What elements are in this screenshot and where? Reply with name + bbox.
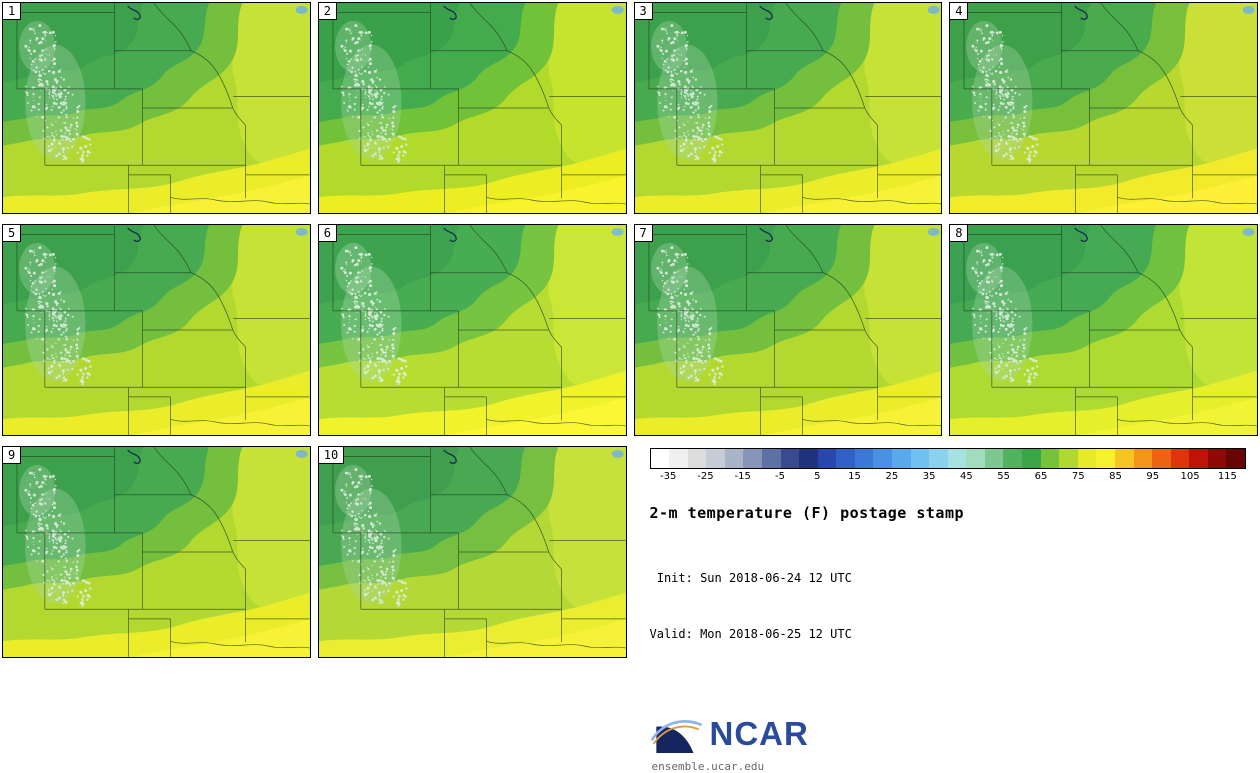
colorbar-segment: [706, 449, 725, 468]
colorbar-segment: [1226, 449, 1245, 468]
colorbar-segment: [1003, 449, 1023, 468]
panel-number: 10: [318, 447, 345, 464]
panel-number: 4: [950, 3, 969, 20]
colorbar-segment: [1096, 449, 1115, 468]
panel-number: 5: [3, 225, 22, 242]
colorbar-segment: [1114, 449, 1134, 468]
temperature-map: [3, 447, 310, 657]
panel-number: 6: [318, 225, 337, 242]
colorbar-tick-label: 15: [848, 471, 861, 482]
valid-time: Valid: Mon 2018-06-25 12 UTC: [649, 626, 852, 641]
colorbar-tick-label: 105: [1180, 471, 1200, 482]
colorbar-wrap: -35 -25 -15 -5 5 15 25 35 45 55 65 75 85 95 105 115: [649, 448, 1247, 484]
panel-number: 2: [318, 3, 337, 20]
colorbar-segment: [1022, 449, 1041, 468]
colorbar-tick-label: -35: [659, 471, 677, 482]
map-panel-9[interactable]: 9: [2, 446, 311, 658]
colorbar-tick-label: 85: [1109, 471, 1122, 482]
colorbar-segment: [799, 449, 818, 468]
colorbar-segment: [1189, 449, 1208, 468]
map-panel-1[interactable]: 1: [2, 2, 311, 214]
colorbar-segment: [687, 449, 707, 468]
colorbar-ticks: -35 -25 -15 -5 5 15 25 35 45 55 65 75 85 95 105 115: [650, 469, 1247, 484]
colorbar-tick-label: 45: [960, 471, 973, 482]
colorbar-segment: [669, 449, 688, 468]
colorbar-segment: [780, 449, 800, 468]
colorbar-tick-label: 5: [814, 471, 821, 482]
brand-block: NCAR: [650, 711, 1249, 757]
map-panel-4[interactable]: 4: [949, 2, 1258, 214]
colorbar-tick-label: 65: [1034, 471, 1048, 482]
ncar-logo-text: NCAR: [709, 714, 809, 752]
colorbar-tick-label: 95: [1146, 471, 1160, 482]
temperature-map: [318, 3, 626, 213]
temperature-map: [634, 3, 942, 213]
info-panel: -35 -25 -15 -5 5 15 25 35 45 55 65 75 85 95 105 115 2-m…: [634, 446, 1259, 773]
panel-number: 1: [3, 3, 22, 20]
colorbar-tick-label: 75: [1071, 471, 1085, 482]
colorbar-segment: [984, 449, 1004, 468]
map-panel-10[interactable]: 10: [317, 446, 627, 658]
colorbar-segment: [910, 449, 930, 468]
colorbar-tick-label: 25: [885, 471, 899, 482]
colorbar-tick-label: -5: [774, 471, 785, 482]
temperature-map: [318, 225, 626, 435]
colorbar-tick-label: 55: [997, 471, 1011, 482]
ncar-logo-icon: [650, 719, 702, 753]
colorbar-segment: [1170, 449, 1190, 468]
temperature-map: [634, 225, 942, 435]
temperature-map: [318, 447, 626, 657]
panel-number: 3: [634, 3, 653, 20]
colorbar-tick-label: 115: [1217, 471, 1237, 482]
temperature-map: [3, 3, 310, 213]
plot-meta: Init: Sun 2018-06-24 12 UTC Valid: Mon 2…: [650, 532, 1249, 681]
colorbar-segment: [854, 449, 874, 468]
colorbar-segment: [650, 449, 670, 468]
map-panel-3[interactable]: 3: [633, 2, 943, 214]
colorbar-tick-label: 35: [922, 471, 936, 482]
plot-title: 2-m temperature (F) postage stamp: [649, 504, 965, 522]
temperature-map: [950, 3, 1257, 213]
colorbar-segment: [761, 449, 781, 468]
colorbar-segment: [966, 449, 985, 468]
map-panel-2[interactable]: 2: [317, 2, 627, 214]
colorbar-segment: [817, 449, 837, 468]
colorbar-segment: [1077, 449, 1097, 468]
temperature-map: [3, 225, 310, 435]
colorbar-segment: [836, 449, 855, 468]
colorbar-segment: [743, 449, 762, 468]
site-url: ensemble.ucar.edu: [651, 759, 765, 773]
colorbar-segment: [873, 449, 893, 468]
colorbar-segment: [724, 449, 744, 468]
colorbar-segment: [1059, 449, 1078, 468]
colorbar-tick-label: -15: [734, 471, 751, 482]
colorbar-tick-label: -25: [697, 471, 714, 482]
map-panel-6[interactable]: 6: [317, 224, 627, 436]
colorbar-segment: [1207, 449, 1227, 468]
map-panel-5[interactable]: 5: [2, 224, 311, 436]
colorbar-segment: [1133, 449, 1153, 468]
colorbar-segment: [892, 449, 911, 468]
colorbar: [649, 448, 1246, 469]
map-panel-8[interactable]: 8: [949, 224, 1258, 436]
map-panel-7[interactable]: 7: [633, 224, 943, 436]
colorbar-segment: [1152, 449, 1171, 468]
init-time: Init: Sun 2018-06-24 12 UTC: [649, 571, 852, 586]
panel-number: 9: [3, 447, 22, 464]
panel-number: 8: [950, 225, 969, 242]
colorbar-segment: [929, 449, 948, 468]
colorbar-segment: [1040, 449, 1060, 468]
colorbar-segment: [947, 449, 967, 468]
temperature-map: [950, 225, 1257, 435]
panel-number: 7: [634, 225, 653, 242]
